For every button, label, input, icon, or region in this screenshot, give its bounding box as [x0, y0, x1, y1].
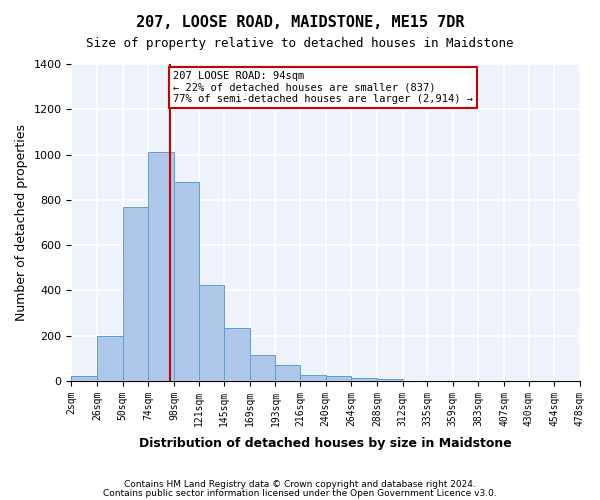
Text: 207, LOOSE ROAD, MAIDSTONE, ME15 7DR: 207, LOOSE ROAD, MAIDSTONE, ME15 7DR [136, 15, 464, 30]
Bar [122, 206, 148, 381]
Bar [300, 376, 326, 381]
Text: Contains public sector information licensed under the Open Government Licence v3: Contains public sector information licen… [103, 488, 497, 498]
Bar [97, 336, 122, 381]
Bar [377, 378, 403, 381]
Text: 207 LOOSE ROAD: 94sqm
← 22% of detached houses are smaller (837)
77% of semi-det: 207 LOOSE ROAD: 94sqm ← 22% of detached … [173, 71, 473, 104]
Text: Size of property relative to detached houses in Maidstone: Size of property relative to detached ho… [86, 38, 514, 51]
Bar [275, 365, 300, 381]
Y-axis label: Number of detached properties: Number of detached properties [15, 124, 28, 321]
Bar [352, 378, 377, 381]
Bar [71, 376, 97, 381]
Bar [174, 182, 199, 381]
Bar [199, 284, 224, 381]
Bar [148, 152, 174, 381]
Bar [224, 328, 250, 381]
Bar [250, 355, 275, 381]
Bar [326, 376, 352, 381]
Text: Contains HM Land Registry data © Crown copyright and database right 2024.: Contains HM Land Registry data © Crown c… [124, 480, 476, 489]
X-axis label: Distribution of detached houses by size in Maidstone: Distribution of detached houses by size … [139, 437, 512, 450]
